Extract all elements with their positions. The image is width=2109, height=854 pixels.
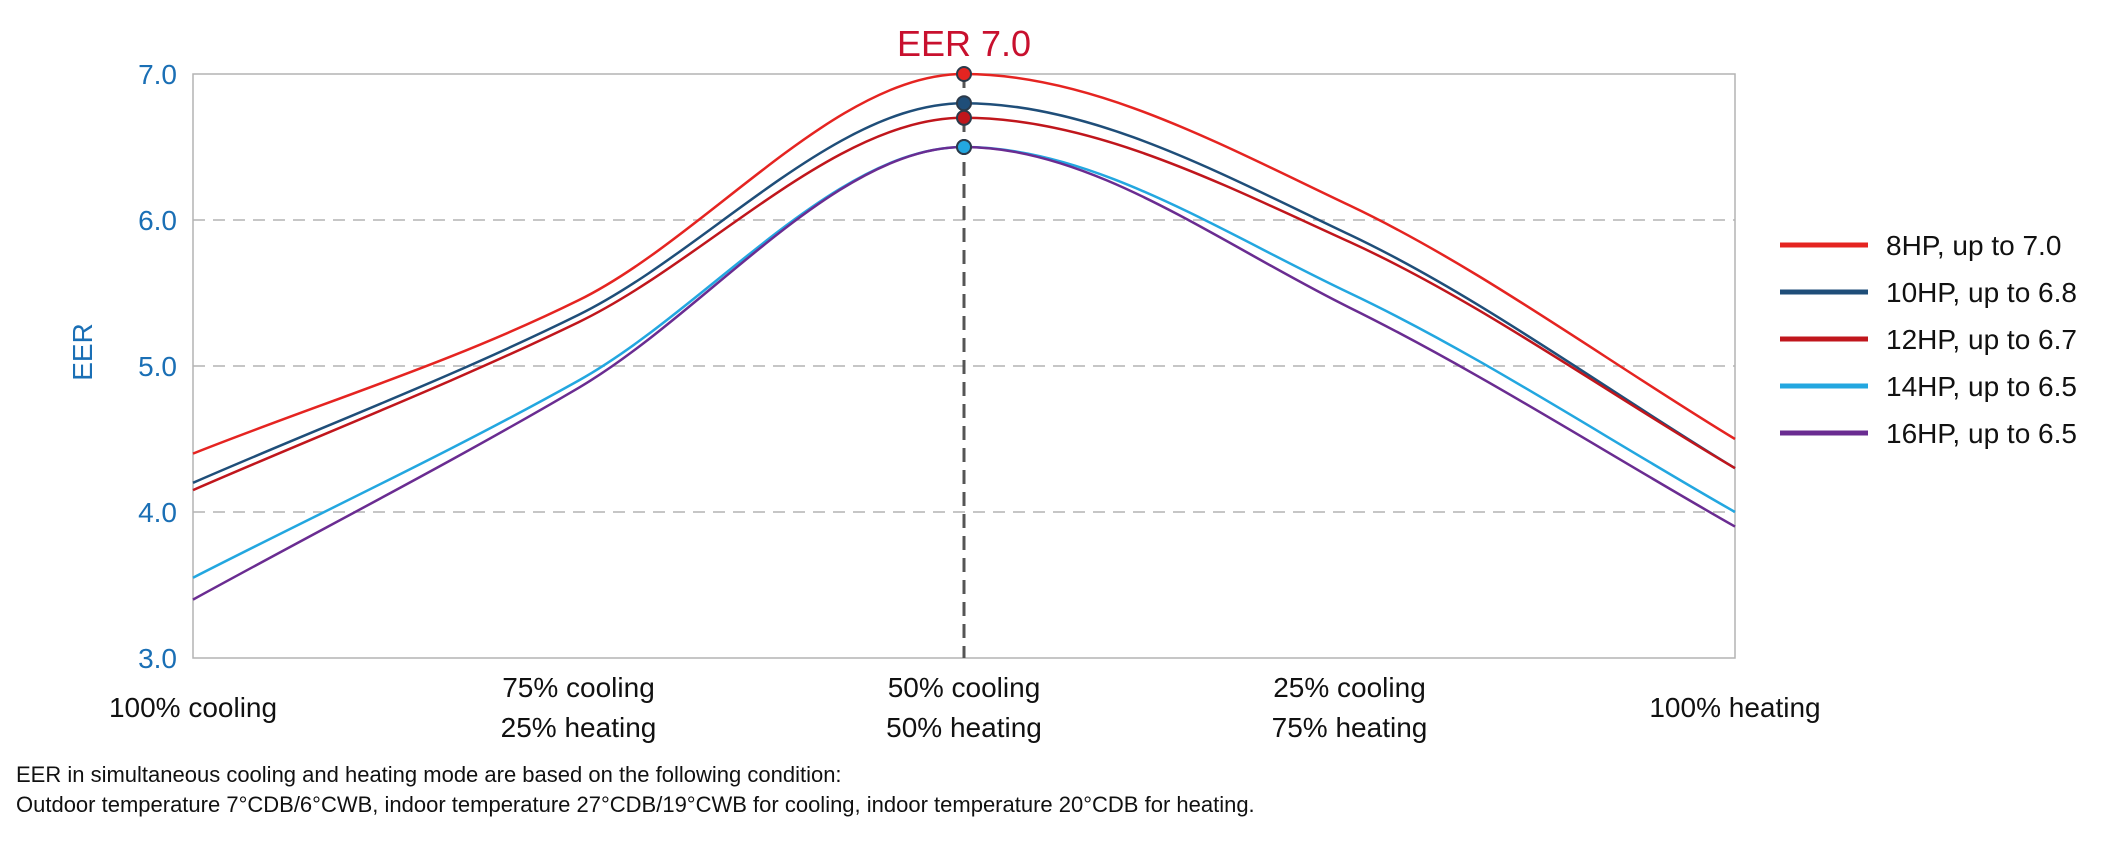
legend-label-3: 14HP, up to 6.5 [1886,371,2077,402]
legend-label-1: 10HP, up to 6.8 [1886,277,2077,308]
eer-line-chart: 3.0 4.0 5.0 6.0 7.0 100% cooling 75% cooling 2… [67,23,2077,743]
peak-point-1 [956,95,972,112]
footnote-condition-detail: Outdoor temperature 7°CDB/6°CWB, indoor … [16,792,1255,817]
peak-points [956,66,972,155]
y-tick-label: 5.0 [138,351,177,382]
y-tick-labels: 3.0 4.0 5.0 6.0 7.0 [138,59,177,674]
legend-label-2: 12HP, up to 6.7 [1886,324,2077,355]
x-tick-label: 25% cooling [1273,672,1426,703]
peak-annotation: EER 7.0 [897,23,1031,64]
peak-point-3 [956,139,972,155]
x-tick-label: 50% heating [886,712,1042,743]
x-tick-labels: 100% cooling 75% cooling 25% heating 50% co… [109,672,1821,743]
peak-point-0 [956,66,972,82]
y-tick-label: 7.0 [138,59,177,90]
x-tick-label: 75% heating [1272,712,1428,743]
x-tick-label: 50% cooling [888,672,1041,703]
x-tick-label: 75% cooling [502,672,655,703]
y-axis-label: EER [67,323,98,381]
y-tick-label: 4.0 [138,497,177,528]
legend-label-0: 8HP, up to 7.0 [1886,230,2061,261]
legend-label-4: 16HP, up to 6.5 [1886,418,2077,449]
y-tick-label: 3.0 [138,643,177,674]
footnote-condition-title: EER in simultaneous cooling and heating … [16,762,842,787]
x-tick-label: 100% heating [1649,692,1820,723]
x-tick-label: 100% cooling [109,692,277,723]
legend: 8HP, up to 7.0 10HP, up to 6.8 12HP, up to… [1780,230,2077,449]
y-tick-label: 6.0 [138,205,177,236]
x-tick-label: 25% heating [501,712,657,743]
peak-point-2 [956,109,972,126]
